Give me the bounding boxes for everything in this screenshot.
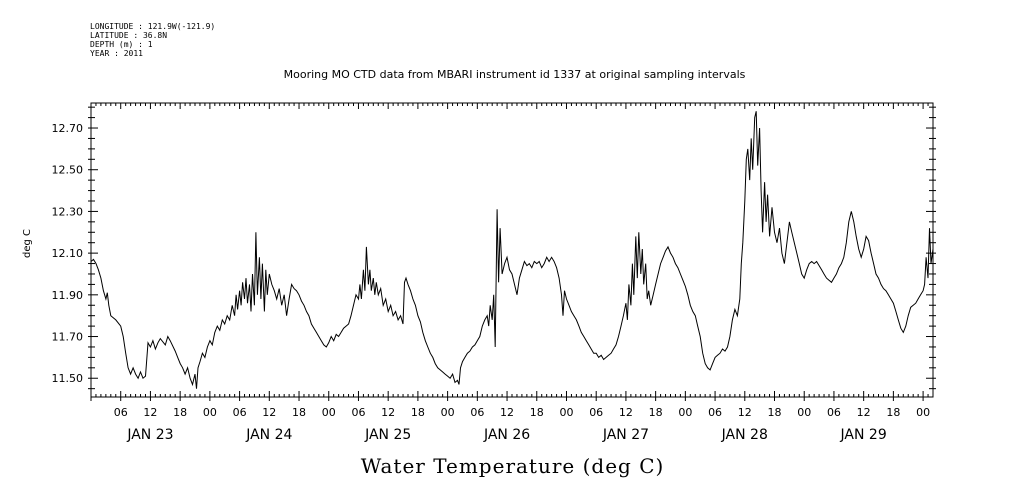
plot-frame [90,102,934,398]
latitude-text: LATITUDE : 36.8N [90,31,168,40]
x-hour-label: 06 [114,406,128,419]
chart-title: Mooring MO CTD data from MBARI instrumen… [283,68,746,81]
x-hour-label: 18 [173,406,187,419]
x-day-label: JAN 25 [364,427,411,443]
x-day-label: JAN 24 [245,427,292,443]
x-hour-label: 00 [916,406,930,419]
x-hour-label: 06 [827,406,841,419]
x-tick-labels: 06 12 18 00 06 12 18 00 06 12 18 00 06 12 18 00 06 12 18 00… [114,406,930,443]
y-tick-label: 12.50 [52,164,84,177]
x-hour-label: 12 [143,406,157,419]
y-tick-label: 11.50 [52,372,84,385]
y-tick-label: 11.90 [52,289,84,302]
x-hour-label: 06 [708,406,722,419]
x-day-label: JAN 29 [840,427,887,443]
y-tick-label: 11.70 [52,331,84,344]
x-hour-label: 00 [203,406,217,419]
x-hour-label: 06 [351,406,365,419]
x-hour-label: 12 [738,406,752,419]
x-day-label: JAN 27 [602,427,649,443]
year-text: YEAR : 2011 [90,49,143,58]
tick-marks [88,103,936,401]
x-hour-label: 12 [500,406,514,419]
y-tick-labels: 11.50 11.70 11.90 12.10 12.30 12.50 12.70 [52,122,84,385]
y-tick-label: 12.70 [52,122,84,135]
x-hour-label: 00 [322,406,336,419]
x-hour-label: 12 [619,406,633,419]
x-hour-label: 06 [589,406,603,419]
x-day-label: JAN 26 [483,427,530,443]
x-hour-label: 18 [649,406,663,419]
depth-text: DEPTH (m) : 1 [90,40,153,49]
x-hour-label: 06 [233,406,247,419]
x-day-label: JAN 28 [721,427,768,443]
y-tick-label: 12.10 [52,247,84,260]
x-day-label: JAN 23 [126,427,173,443]
x-hour-label: 12 [381,406,395,419]
x-hour-label: 00 [559,406,573,419]
x-hour-label: 18 [768,406,782,419]
x-hour-label: 18 [292,406,306,419]
y-tick-label: 12.30 [52,205,84,218]
x-axis-label: Water Temperature (deg C) [360,454,665,478]
x-hour-label: 18 [886,406,900,419]
x-hour-label: 00 [441,406,455,419]
x-hour-label: 12 [262,406,276,419]
metadata-block: LONGITUDE : 121.9W(-121.9) LATITUDE : 36… [90,22,215,58]
x-hour-label: 00 [678,406,692,419]
x-hour-label: 12 [857,406,871,419]
x-hour-label: 06 [470,406,484,419]
water-temperature-line [90,111,934,389]
x-hour-label: 18 [530,406,544,419]
x-hour-label: 00 [797,406,811,419]
x-hour-label: 18 [411,406,425,419]
longitude-text: LONGITUDE : 121.9W(-121.9) [90,22,216,31]
